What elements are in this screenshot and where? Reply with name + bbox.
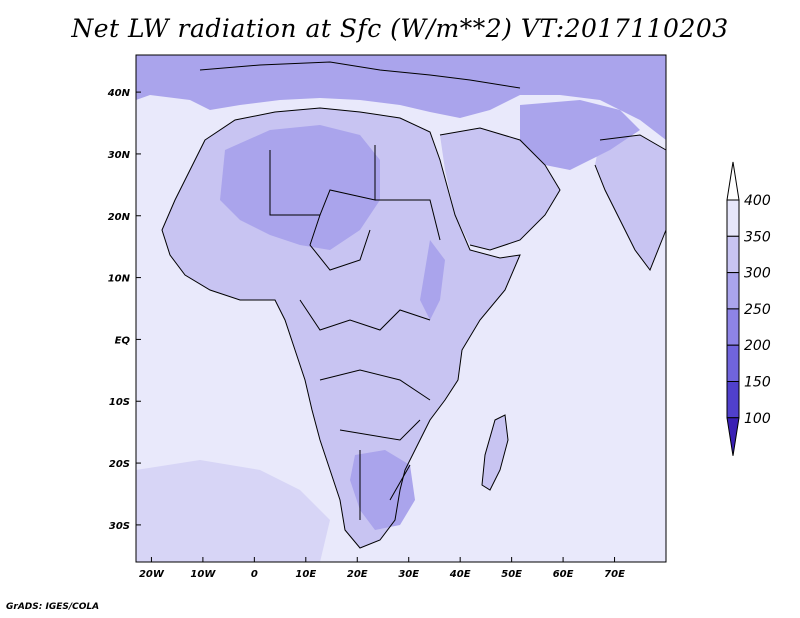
x-axis: 20W 10W 0 10E 20E 30E 40E 50E 60E 70E	[139, 557, 625, 580]
sahara-patch	[220, 125, 380, 250]
colorbar: 400 350 300 250 200 150 100	[726, 161, 771, 456]
colorbar-bottom-arrow	[726, 417, 740, 456]
colorbar-top-arrow	[726, 161, 740, 201]
y-tick-label: 30N	[108, 150, 131, 161]
x-tick-label: 40E	[449, 569, 471, 580]
y-tick-label: EQ	[115, 335, 131, 346]
map-frame	[135, 54, 667, 563]
chart-title: Net LW radiation at Sfc (W/m**2) VT:2017…	[71, 14, 729, 43]
colorbar-label: 250	[744, 302, 771, 318]
southern-ocean-band	[136, 460, 330, 562]
x-tick-label: 30E	[398, 569, 419, 580]
y-axis: 40N 30N 20N 10N EQ 10S 20S 30S	[107, 88, 141, 532]
colorbar-swatch	[726, 381, 740, 419]
colorbar-label: 400	[744, 193, 771, 209]
y-tick-label: 30S	[109, 521, 130, 532]
x-tick-label: 20E	[347, 569, 368, 580]
x-tick-label: 10E	[295, 569, 316, 580]
colorbar-label: 200	[744, 338, 771, 354]
colorbar-swatch	[726, 308, 740, 346]
madagascar-landmass	[481, 414, 509, 491]
colorbar-label: 350	[744, 229, 771, 245]
y-tick-label: 20N	[108, 212, 131, 223]
colorbar-label: 300	[744, 266, 771, 282]
colorbar-swatch	[726, 272, 740, 310]
y-tick-label: 10N	[108, 274, 131, 285]
footer-credit: GrADS: IGES/COLA	[6, 602, 100, 612]
y-tick-label: 10S	[109, 397, 130, 408]
x-tick-label: 20W	[139, 569, 165, 580]
colorbar-label: 150	[744, 375, 771, 391]
x-tick-label: 70E	[604, 569, 625, 580]
x-tick-label: 10W	[190, 569, 216, 580]
south-africa-patch	[350, 450, 415, 530]
colorbar-label: 100	[744, 411, 771, 427]
east-africa-patch	[420, 240, 445, 320]
colorbar-swatch	[726, 235, 740, 274]
x-tick-label: 60E	[553, 569, 574, 580]
x-tick-label: 50E	[501, 569, 522, 580]
eurasia-landmass	[136, 55, 666, 140]
india-landmass	[595, 135, 666, 270]
colorbar-swatch	[726, 199, 740, 237]
y-tick-label: 20S	[109, 459, 130, 470]
y-tick-label: 40N	[107, 88, 131, 99]
colorbar-swatch	[726, 344, 740, 383]
land-shading	[136, 55, 666, 562]
coastlines	[161, 61, 667, 549]
iran-landmass	[520, 100, 640, 170]
x-tick-label: 0	[251, 569, 258, 580]
arabia-landmass	[440, 128, 560, 250]
